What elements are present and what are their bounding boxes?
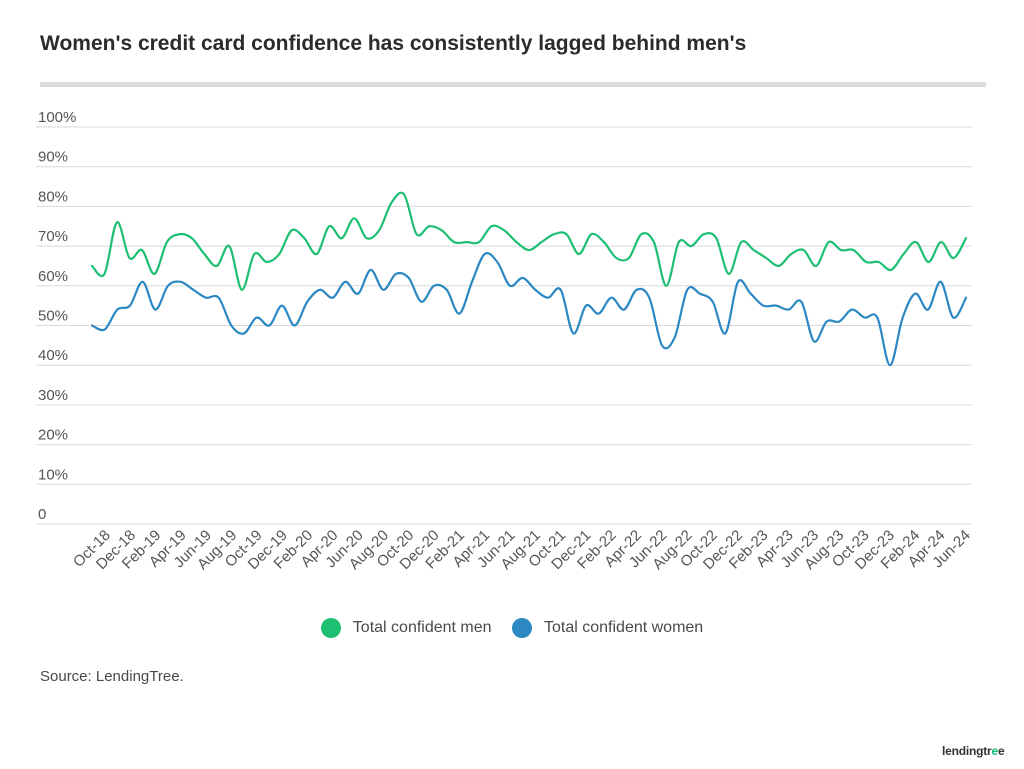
series-line-men [90,191,968,291]
y-tick-label: 100% [38,109,76,126]
y-tick-label: 60% [38,268,68,285]
y-tick-label: 80% [38,188,68,205]
y-tick-label: 50% [38,308,68,325]
legend-label-women: Total confident women [544,619,704,636]
legend-swatch-men [320,618,341,638]
lendingtree-logo: lendingtree [942,744,1005,758]
chart-title: Women's credit card confidence has consi… [40,32,747,55]
logo-text-end: e [998,744,1005,758]
legend-item-women: Total confident women [512,618,703,638]
logo-text-start: lendingtr [942,744,992,758]
y-tick-label: 70% [38,228,68,245]
legend: Total confident men Total confident wome… [0,618,1024,643]
grid-lines [36,126,972,525]
legend-label-men: Total confident men [352,619,492,636]
y-tick-label: 0 [38,506,46,523]
y-tick-label: 20% [38,427,68,444]
title-divider [40,82,986,87]
y-tick-label: 90% [38,149,68,166]
series-lines [90,191,968,367]
y-tick-label: 10% [38,466,68,483]
logo-text-accent: e [991,744,999,758]
y-axis-tick-labels: 0 10% 20% 30% 40% 50% 60% 70% 80% 90% 100% [38,109,76,523]
legend-swatch-women [512,618,532,638]
x-axis-tick-labels: Oct-18Dec-18Feb-19Apr-19Jun-19Aug-19Oct-… [70,527,974,573]
y-tick-label: 30% [38,387,68,404]
line-chart: 0 10% 20% 30% 40% 50% 60% 70% 80% 90% 100% Oct-18D… [36,109,974,573]
y-tick-label: 40% [38,347,68,364]
legend-item-men: Total confident men [320,618,492,638]
series-line-women [90,252,968,367]
source-note: Source: LendingTree. [40,668,184,685]
